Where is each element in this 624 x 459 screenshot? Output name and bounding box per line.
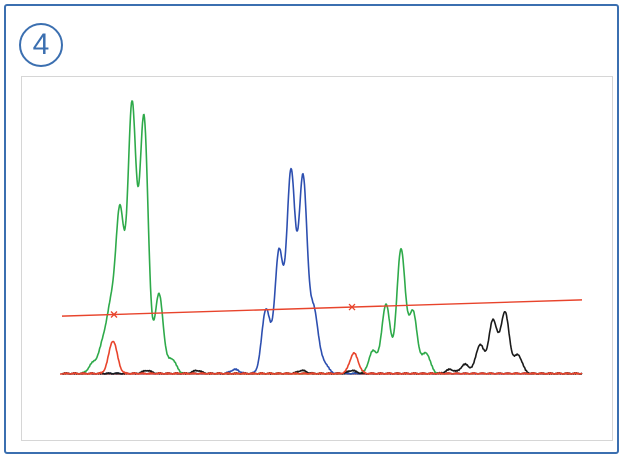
step-number-badge: 4	[19, 23, 63, 67]
trace-red	[61, 340, 583, 375]
chromatogram-frame	[21, 76, 613, 441]
threshold-marker-2	[348, 303, 356, 311]
trace-black	[61, 311, 583, 375]
threshold-line	[61, 299, 583, 317]
trace-green	[61, 100, 583, 375]
step-number: 4	[32, 28, 50, 61]
figure-panel: 4	[4, 4, 619, 454]
trace-blue	[61, 167, 583, 375]
threshold-marker-1	[110, 311, 118, 318]
